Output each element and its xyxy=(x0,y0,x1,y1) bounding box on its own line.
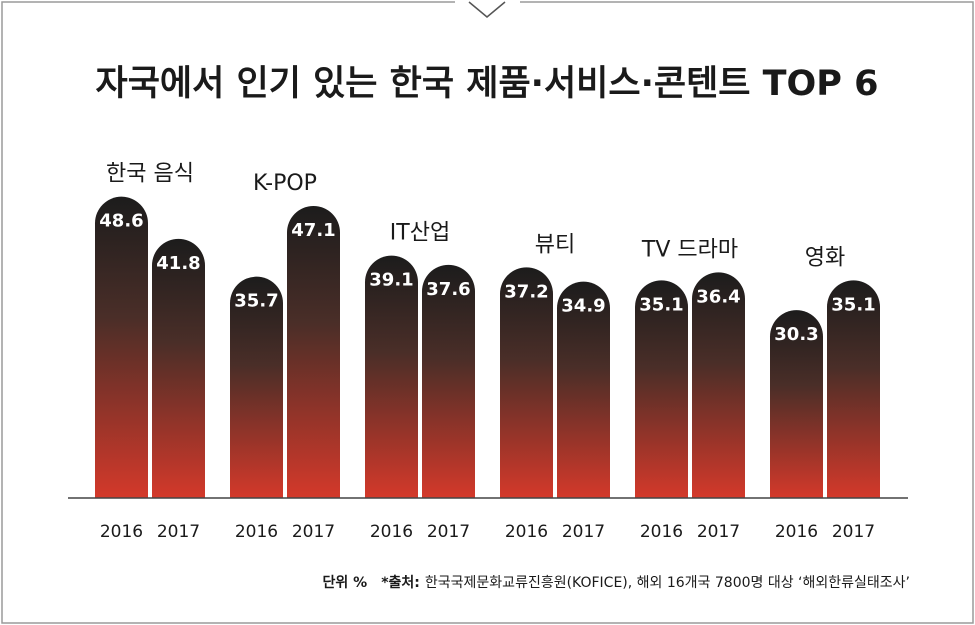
category-label-5: 영화 xyxy=(805,245,845,270)
value-label-4-2016: 35.1 xyxy=(639,294,683,315)
chart-title: 자국에서 인기 있는 한국 제품·서비스·콘텐트 TOP 6 xyxy=(96,64,879,104)
year-label-1-2016: 2016 xyxy=(235,522,278,542)
bar-2-2017 xyxy=(422,264,475,498)
bar-5-2016 xyxy=(770,310,823,498)
footnote: 단위 % *출처: 한국국제문화교류진흥원(KOFICE), 해외 16개국 780… xyxy=(323,574,910,591)
bar-1-2017 xyxy=(287,205,340,499)
year-label-0-2017: 2017 xyxy=(157,522,200,542)
year-label-5-2017: 2017 xyxy=(832,522,875,542)
year-label-4-2016: 2016 xyxy=(640,522,683,542)
category-label-2: IT산업 xyxy=(390,221,450,246)
value-label-1-2017: 47.1 xyxy=(291,220,335,241)
notch-chevron xyxy=(468,1,506,18)
bar-4-2016 xyxy=(635,280,688,498)
bar-0-2016 xyxy=(95,196,148,498)
year-label-3-2016: 2016 xyxy=(505,522,548,542)
year-label-5-2016: 2016 xyxy=(775,522,818,542)
category-label-0: 한국 음식 xyxy=(106,162,194,187)
bar-2-2016 xyxy=(365,255,418,498)
category-label-3: 뷰티 xyxy=(535,232,575,257)
year-label-2-2017: 2017 xyxy=(427,522,470,542)
bar-5-2017 xyxy=(827,280,880,498)
footnote-source-text: 한국국제문화교류진흥원(KOFICE), 해외 16개국 7800명 대상 ‘해… xyxy=(425,575,910,591)
bar-0-2017 xyxy=(152,238,205,498)
bars-group: 48.6 2016 41.8 2017 한국 음식 35.7 2016 47.1 2017 K-P… xyxy=(95,162,880,542)
value-label-5-2017: 35.1 xyxy=(831,294,875,315)
value-label-4-2017: 36.4 xyxy=(696,286,740,307)
bar-3-2016 xyxy=(500,267,553,498)
value-label-3-2017: 34.9 xyxy=(561,296,605,317)
value-label-3-2016: 37.2 xyxy=(504,281,548,302)
year-label-4-2017: 2017 xyxy=(697,522,740,542)
value-label-0-2016: 48.6 xyxy=(99,211,143,232)
year-label-1-2017: 2017 xyxy=(292,522,335,542)
value-label-2-2016: 39.1 xyxy=(369,270,413,291)
year-label-0-2016: 2016 xyxy=(100,522,143,542)
year-label-2-2016: 2016 xyxy=(370,522,413,542)
bar-4-2017 xyxy=(692,272,745,498)
category-label-1: K-POP xyxy=(253,171,317,196)
value-label-2-2017: 37.6 xyxy=(426,279,470,300)
category-label-4: TV 드라마 xyxy=(641,237,738,262)
year-label-3-2017: 2017 xyxy=(562,522,605,542)
value-label-5-2016: 30.3 xyxy=(774,324,818,345)
bar-3-2017 xyxy=(557,281,610,498)
value-label-1-2016: 35.7 xyxy=(234,291,278,312)
bar-1-2016 xyxy=(230,276,283,498)
value-label-0-2017: 41.8 xyxy=(156,253,200,274)
footnote-source-label: *출처: xyxy=(381,574,420,591)
footnote-unit: 단위 % xyxy=(323,574,368,591)
